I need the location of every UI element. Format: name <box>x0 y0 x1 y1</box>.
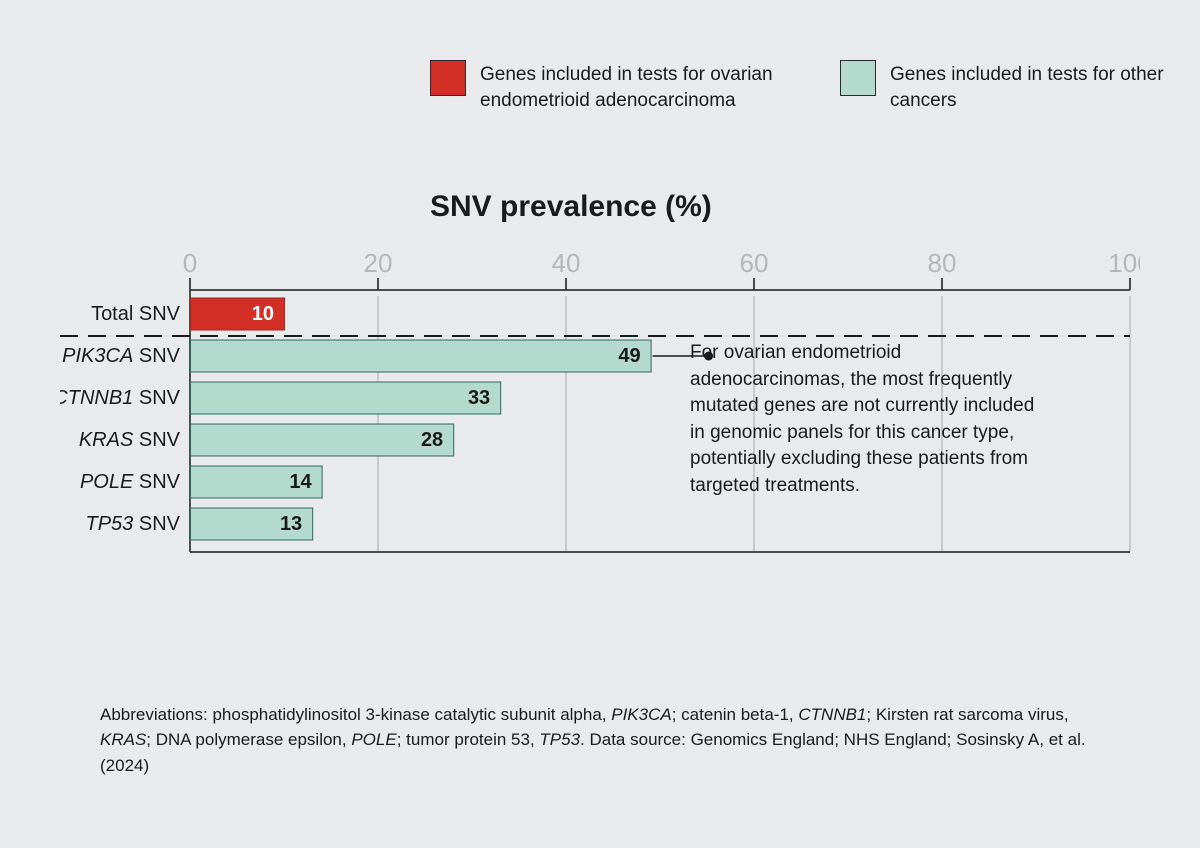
footnote-text: ; catenin beta-1, <box>672 705 799 724</box>
svg-text:49: 49 <box>618 345 640 367</box>
svg-text:40: 40 <box>552 248 581 278</box>
svg-text:14: 14 <box>289 471 312 493</box>
callout-text: For ovarian endometrioid adenocarcinomas… <box>690 340 1040 500</box>
footnote-text: ; DNA polymerase epsilon, <box>146 730 351 749</box>
chart-title: SNV prevalence (%) <box>430 190 712 224</box>
svg-text:Total SNV: Total SNV <box>91 303 181 325</box>
svg-text:POLE SNV: POLE SNV <box>80 471 181 493</box>
svg-text:80: 80 <box>928 248 957 278</box>
footnote-text: Abbreviations: phosphatidylinositol 3-ki… <box>100 705 611 724</box>
legend-swatch-red <box>430 60 466 96</box>
legend-text: Genes included in tests for ovarian endo… <box>480 60 780 113</box>
footnote-text: ; tumor protein 53, <box>397 730 540 749</box>
svg-text:TP53 SNV: TP53 SNV <box>86 513 181 535</box>
footnote: Abbreviations: phosphatidylinositol 3-ki… <box>100 702 1120 779</box>
gene-abbrev: PIK3CA <box>611 705 671 724</box>
chart-container: Genes included in tests for ovarian endo… <box>0 0 1200 848</box>
svg-text:PIK3CA SNV: PIK3CA SNV <box>62 345 180 367</box>
gene-abbrev: CTNNB1 <box>798 705 866 724</box>
svg-text:28: 28 <box>421 429 443 451</box>
svg-text:CTNNB1 SNV: CTNNB1 SNV <box>60 387 181 409</box>
svg-text:33: 33 <box>468 387 490 409</box>
legend-text: Genes included in tests for other cancer… <box>890 60 1190 113</box>
legend-item: Genes included in tests for ovarian endo… <box>430 60 780 113</box>
gene-abbrev: TP53 <box>539 730 580 749</box>
svg-text:0: 0 <box>183 248 197 278</box>
footnote-text: ; Kirsten rat sarcoma virus, <box>866 705 1068 724</box>
gene-abbrev: POLE <box>351 730 396 749</box>
legend-item: Genes included in tests for other cancer… <box>840 60 1190 113</box>
gene-abbrev: KRAS <box>100 730 146 749</box>
svg-text:KRAS SNV: KRAS SNV <box>79 429 181 451</box>
svg-text:13: 13 <box>280 513 302 535</box>
svg-text:100: 100 <box>1108 248 1140 278</box>
svg-text:10: 10 <box>252 303 274 325</box>
svg-text:60: 60 <box>740 248 769 278</box>
legend: Genes included in tests for ovarian endo… <box>430 60 1190 113</box>
svg-text:20: 20 <box>364 248 393 278</box>
legend-swatch-teal <box>840 60 876 96</box>
